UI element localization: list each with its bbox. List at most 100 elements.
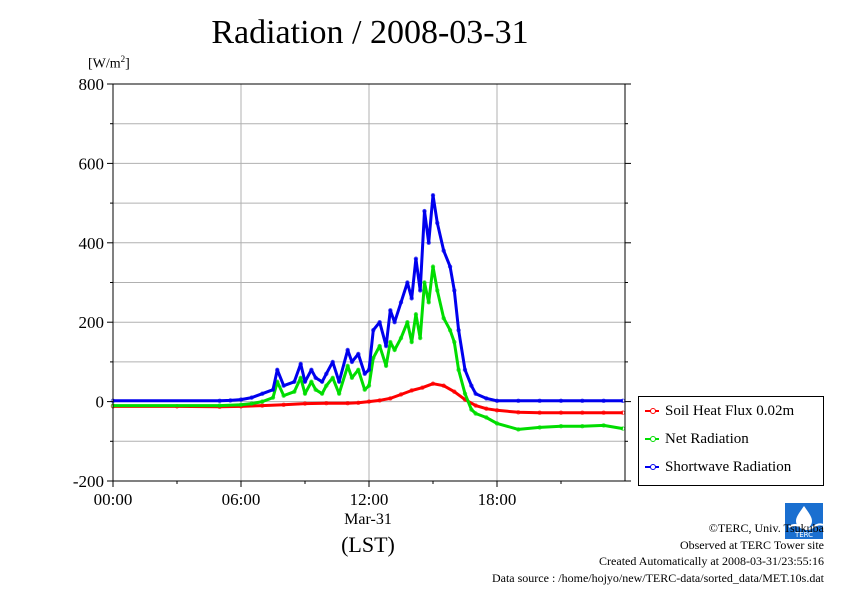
series-point-1 (409, 339, 414, 345)
series-point-2 (398, 300, 404, 305)
grid-lines (113, 84, 625, 481)
series-point-0 (484, 406, 489, 411)
series-point-2 (494, 398, 500, 404)
series-point-1 (319, 391, 325, 396)
series-point-2 (366, 367, 372, 373)
series-point-2 (330, 359, 335, 365)
series-point-2 (270, 387, 276, 392)
legend-marker-blue (645, 462, 659, 472)
legend-item-soil-heat-flux: Soil Heat Flux 0.02m (645, 401, 794, 421)
series-point-0 (356, 400, 361, 405)
series-point-1 (601, 423, 606, 428)
y-tick-label: -200 (73, 472, 104, 491)
series-line-2 (113, 193, 623, 403)
footer-created: Created Automatically at 2008-03-31/23:5… (599, 554, 824, 568)
series-point-1 (398, 335, 404, 341)
series-point-1 (516, 427, 521, 432)
series-point-2 (298, 361, 303, 367)
legend-label: Net Radiation (665, 430, 749, 447)
series-point-1 (362, 387, 367, 392)
x-tick-label: 18:00 (478, 490, 517, 509)
series-point-1 (336, 391, 342, 396)
series-point-2 (275, 367, 280, 373)
series-point-0 (558, 410, 564, 415)
series-point-1 (330, 375, 335, 380)
series-point-2 (345, 347, 350, 353)
series-point-1 (313, 387, 318, 392)
series-point-1 (405, 320, 410, 325)
series-point-1 (281, 393, 286, 398)
date-label: Mar-31 (344, 511, 392, 528)
series-point-2 (484, 396, 489, 401)
series-point-2 (422, 208, 427, 214)
series-point-0 (377, 398, 382, 403)
y-tick-label: 600 (79, 154, 105, 173)
series-point-2 (217, 398, 222, 404)
footer-copyright: ©TERC, Univ. Tsukuba (708, 521, 824, 535)
series-point-1 (217, 403, 222, 408)
series-point-1 (580, 424, 585, 429)
legend-item-shortwave-radiation: Shortwave Radiation (645, 457, 791, 477)
series-point-2 (426, 240, 431, 245)
series-point-1 (473, 411, 478, 416)
series-point-0 (430, 381, 436, 386)
series-point-1 (260, 399, 265, 404)
series-point-2 (447, 264, 453, 269)
series-point-1 (426, 300, 431, 305)
series-point-1 (292, 389, 297, 394)
series-point-2 (413, 256, 419, 261)
x-tick-label: 00:00 (94, 490, 133, 509)
series-point-1 (441, 316, 446, 321)
series-point-2 (392, 320, 397, 325)
series-point-1 (484, 415, 489, 420)
series-point-2 (349, 359, 355, 365)
legend-marker-green (645, 434, 659, 444)
series-point-2 (441, 248, 446, 253)
series-point-0 (420, 385, 425, 390)
series-point-2 (356, 351, 361, 357)
series-point-2 (313, 375, 318, 380)
series-point-1 (452, 339, 457, 345)
y-tick-label: 0 (96, 393, 105, 412)
time-zone-label: (LST) (341, 532, 395, 557)
series-point-1 (324, 383, 329, 388)
series-point-0 (398, 392, 404, 397)
series-point-2 (371, 327, 376, 333)
series-point-0 (601, 410, 606, 415)
series-point-2 (456, 327, 461, 333)
chart-title: Radiation / 2008-03-31 (211, 14, 529, 51)
series-point-2 (469, 383, 474, 388)
series-point-1 (413, 312, 419, 317)
legend-item-net-radiation: Net Radiation (645, 429, 749, 449)
series-point-0 (324, 400, 329, 406)
series-point-0 (580, 410, 585, 415)
series-point-1 (537, 425, 542, 430)
x-tick-label: 12:00 (350, 490, 389, 509)
series-point-2 (228, 398, 233, 403)
series-point-2 (516, 398, 521, 404)
series-point-2 (383, 343, 389, 349)
series-point-0 (494, 408, 500, 413)
series-point-0 (452, 389, 457, 394)
series-point-1 (447, 327, 453, 333)
series-point-1 (462, 391, 468, 396)
series-point-2 (537, 398, 542, 404)
series-point-2 (324, 371, 329, 377)
legend-label: Shortwave Radiation (665, 458, 792, 475)
series-point-2 (336, 379, 342, 384)
series-point-1 (377, 343, 382, 349)
series-point-1 (392, 347, 397, 353)
legend-label: Soil Heat Flux 0.02m (665, 402, 795, 419)
series-point-2 (377, 320, 382, 325)
y-tick-label: 800 (79, 75, 105, 94)
series-line-0 (113, 382, 623, 415)
series-point-2 (362, 371, 367, 377)
series-point-2 (388, 308, 393, 313)
series-point-1 (349, 375, 355, 380)
series-point-1 (309, 379, 314, 384)
series-point-0 (345, 400, 350, 406)
series-point-1 (383, 363, 389, 369)
series-point-2 (281, 383, 286, 388)
series-point-1 (366, 383, 372, 388)
